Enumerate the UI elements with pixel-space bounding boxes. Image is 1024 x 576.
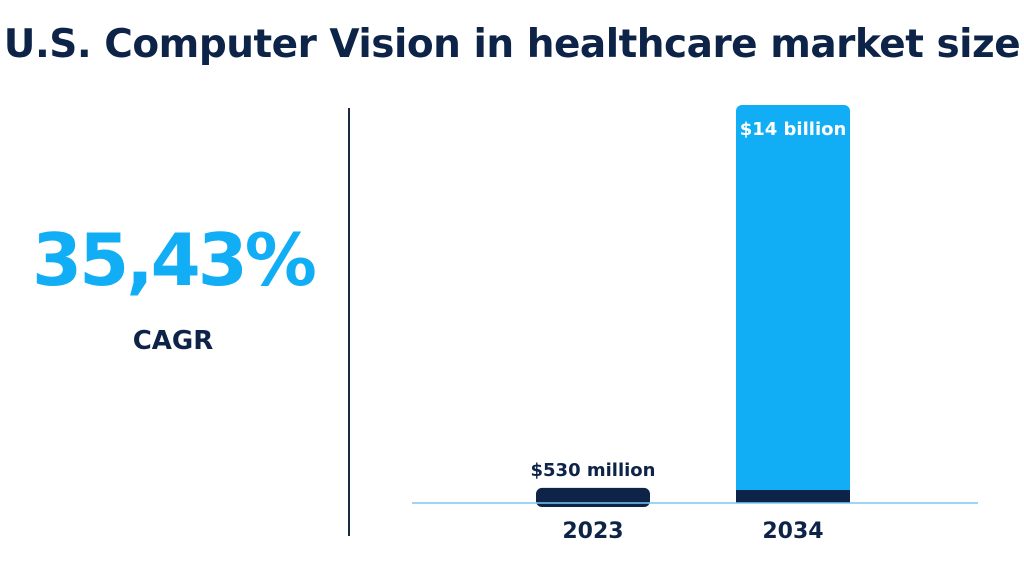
- bars-group: [536, 105, 850, 507]
- bar-base-segment: [736, 490, 850, 503]
- cagr-label: CAGR: [132, 326, 214, 356]
- data-label-2034: $14 billion: [740, 119, 847, 140]
- data-label-2023: $530 million: [531, 460, 656, 481]
- x-tick-label-2034: 2034: [762, 519, 823, 544]
- bar-2034: [736, 105, 850, 503]
- chart-title: U.S. Computer Vision in healthcare marke…: [3, 22, 1021, 67]
- vertical-divider: [348, 108, 350, 536]
- labels-group: $530 million 2023 $14 billion 2034: [531, 119, 847, 544]
- bar-2023: [536, 487, 650, 507]
- cagr-value: 35,43%: [32, 218, 317, 302]
- x-tick-label-2023: 2023: [562, 519, 623, 544]
